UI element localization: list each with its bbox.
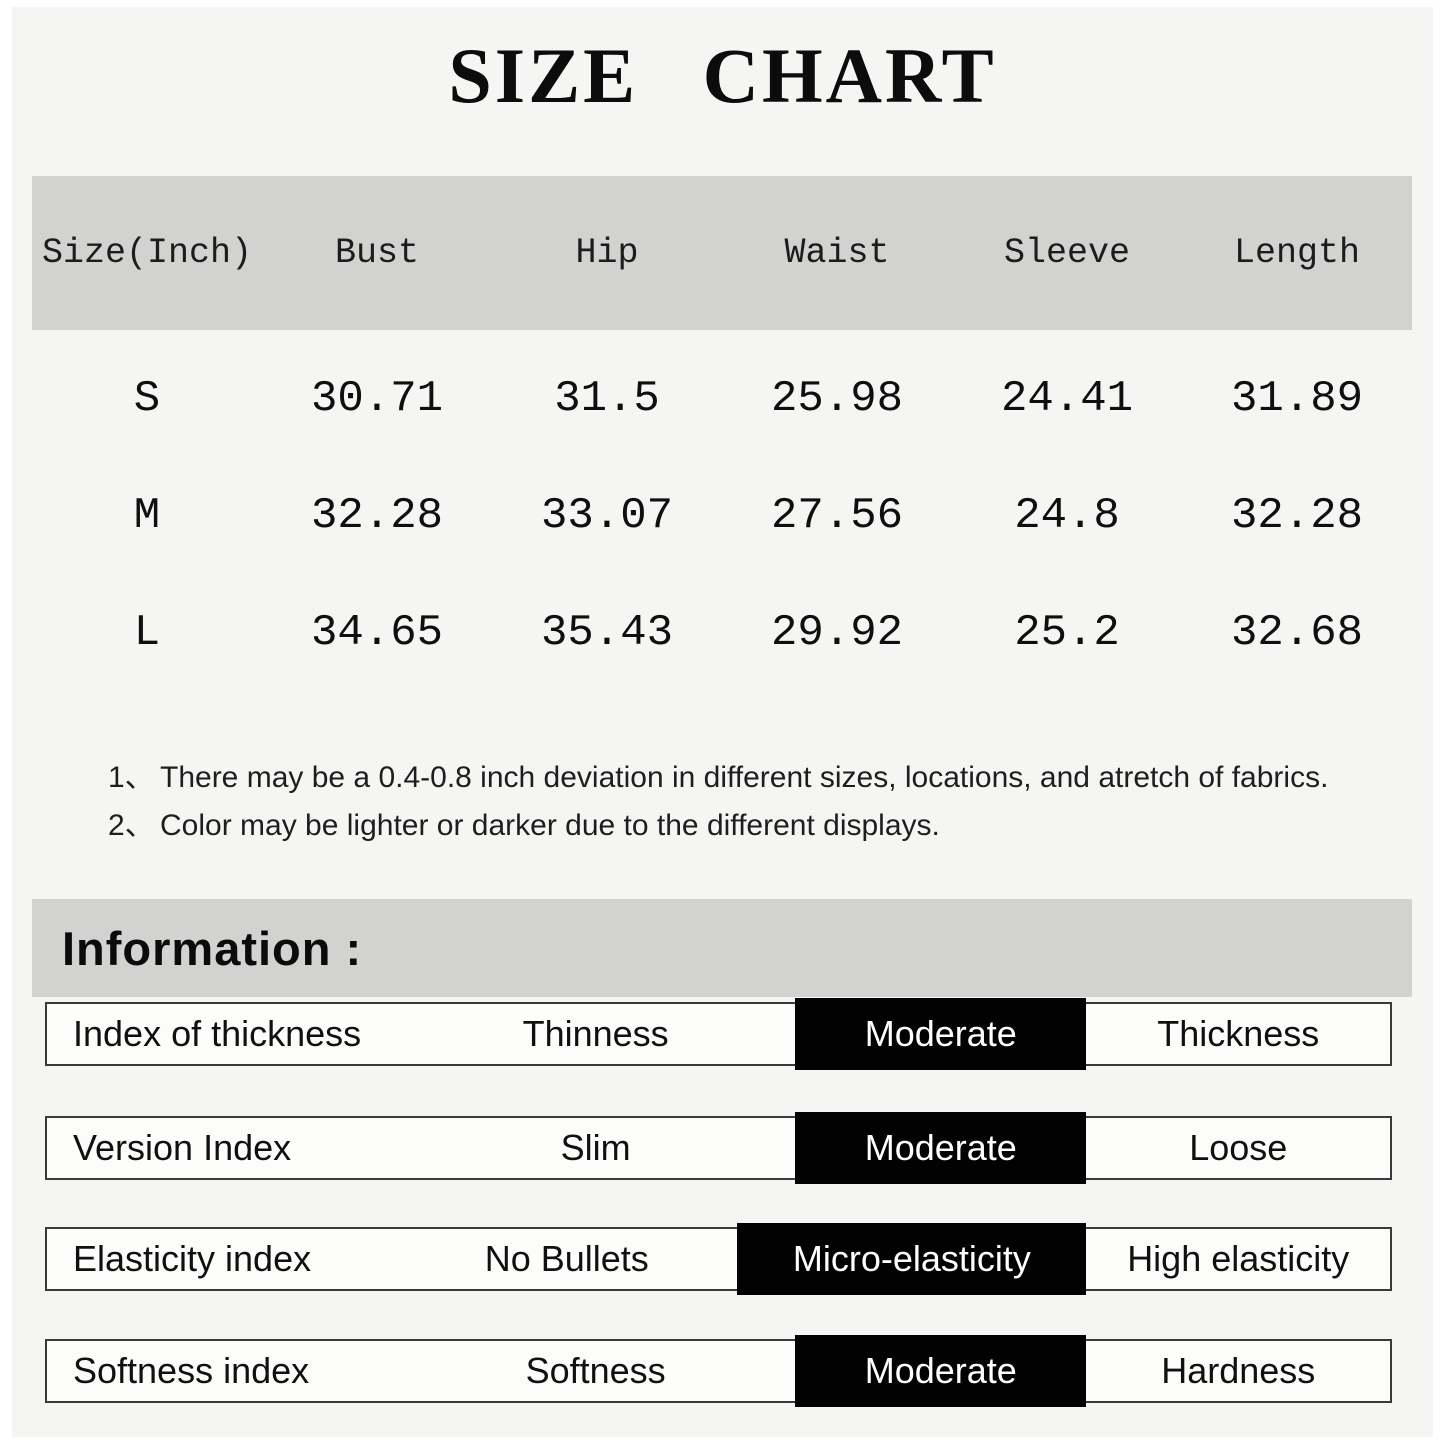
cell-waist: 25.98 bbox=[770, 373, 904, 424]
information-heading: Information : bbox=[62, 921, 363, 975]
size-chart-page: SIZE CHART Size(Inch) Bust Hip Waist Sle… bbox=[12, 7, 1433, 1437]
notes-section: 1、 There may be a 0.4-0.8 inch deviation… bbox=[12, 754, 1433, 850]
info-option-high: High elasticity bbox=[1127, 1238, 1350, 1279]
cell-bust: 32.28 bbox=[310, 490, 444, 541]
info-row-version: Version Index Slim Moderate Loose bbox=[45, 1112, 1392, 1184]
info-option-selected: Micro-elasticity bbox=[737, 1223, 1087, 1295]
info-option-selected: Moderate bbox=[795, 1335, 1087, 1407]
info-option-high: Loose bbox=[1189, 1127, 1288, 1168]
cell-size: L bbox=[133, 607, 161, 658]
info-option-selected: Moderate bbox=[795, 998, 1087, 1070]
cell-sleeve: 24.8 bbox=[1014, 490, 1120, 541]
info-option-low: Thinness bbox=[522, 1013, 669, 1054]
column-header-hip: Hip bbox=[575, 233, 639, 273]
cell-length: 31.89 bbox=[1230, 373, 1364, 424]
cell-bust: 30.71 bbox=[310, 373, 444, 424]
info-option-low: No Bullets bbox=[484, 1238, 649, 1279]
info-row-thickness: Index of thickness Thinness Moderate Thi… bbox=[45, 998, 1392, 1070]
cell-waist: 29.92 bbox=[770, 607, 904, 658]
info-label: Softness index bbox=[73, 1350, 310, 1391]
info-option-low: Softness bbox=[525, 1350, 666, 1391]
info-option-high: Thickness bbox=[1157, 1013, 1320, 1054]
table-row-size-m: M 32.28 33.07 27.56 24.8 32.28 bbox=[32, 457, 1412, 574]
column-header-waist: Waist bbox=[784, 233, 890, 273]
cell-waist: 27.56 bbox=[770, 490, 904, 541]
column-header-sleeve: Sleeve bbox=[1003, 233, 1131, 273]
note-deviation: 1、 There may be a 0.4-0.8 inch deviation… bbox=[12, 754, 1433, 802]
info-option-selected: Moderate bbox=[795, 1112, 1087, 1184]
column-header-length: Length bbox=[1233, 233, 1361, 273]
cell-hip: 31.5 bbox=[554, 373, 660, 424]
cell-length: 32.28 bbox=[1230, 490, 1364, 541]
cell-size: M bbox=[133, 490, 161, 541]
cell-sleeve: 24.41 bbox=[1000, 373, 1134, 424]
info-label: Elasticity index bbox=[73, 1238, 312, 1279]
size-table-body: S 30.71 31.5 25.98 24.41 31.89 M 32.28 3… bbox=[32, 340, 1412, 691]
note-number: 1、 bbox=[108, 761, 155, 794]
column-header-size: Size(Inch) bbox=[41, 233, 253, 273]
cell-size: S bbox=[133, 373, 161, 424]
info-row-elasticity: Elasticity index No Bullets Micro-elasti… bbox=[45, 1223, 1392, 1295]
note-color: 2、 Color may be lighter or darker due to… bbox=[12, 802, 1433, 850]
note-number: 2、 bbox=[108, 809, 155, 842]
note-text: Color may be lighter or darker due to th… bbox=[160, 809, 940, 842]
info-label: Index of thickness bbox=[73, 1013, 362, 1054]
column-header-bust: Bust bbox=[334, 233, 419, 273]
size-table-header-row: Size(Inch) Bust Hip Waist Sleeve Length bbox=[32, 176, 1412, 330]
cell-hip: 35.43 bbox=[540, 607, 674, 658]
info-row-softness: Softness index Softness Moderate Hardnes… bbox=[45, 1335, 1392, 1407]
note-text: There may be a 0.4-0.8 inch deviation in… bbox=[160, 761, 1329, 794]
info-label: Version Index bbox=[73, 1127, 292, 1168]
cell-hip: 33.07 bbox=[540, 490, 674, 541]
information-heading-band: Information : bbox=[32, 899, 1412, 997]
cell-bust: 34.65 bbox=[310, 607, 444, 658]
table-row-size-l: L 34.65 35.43 29.92 25.2 32.68 bbox=[32, 574, 1412, 691]
info-option-low: Slim bbox=[560, 1127, 631, 1168]
cell-sleeve: 25.2 bbox=[1014, 607, 1120, 658]
info-option-high: Hardness bbox=[1161, 1350, 1316, 1391]
page-title: SIZE CHART bbox=[448, 32, 997, 119]
table-row-size-s: S 30.71 31.5 25.98 24.41 31.89 bbox=[32, 340, 1412, 457]
cell-length: 32.68 bbox=[1230, 607, 1364, 658]
